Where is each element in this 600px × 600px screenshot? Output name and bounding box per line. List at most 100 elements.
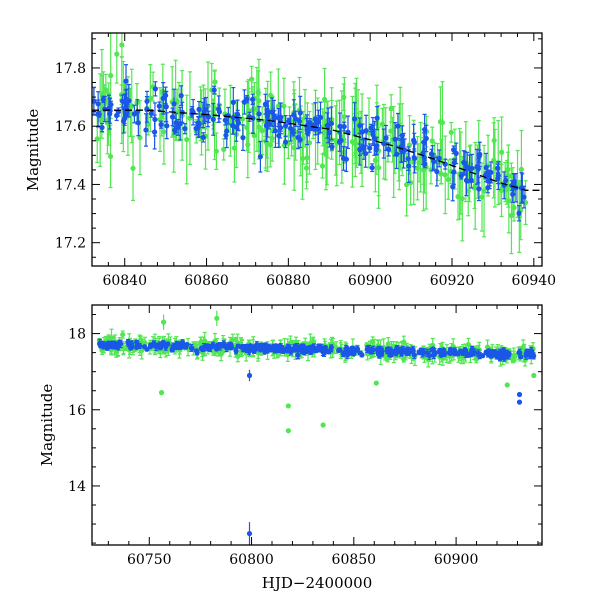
top-marker: [161, 129, 167, 135]
top-blue-point: [467, 154, 473, 183]
top-data-layer: [92, 33, 542, 255]
top-blue-point: [264, 107, 271, 138]
top-marker: [324, 122, 330, 129]
bottom-blue-point: [193, 348, 200, 354]
bottom-marker: [401, 339, 407, 345]
top-marker: [381, 140, 387, 147]
top-marker: [212, 79, 218, 85]
top-marker: [123, 78, 129, 84]
top-marker: [321, 96, 328, 102]
top-blue-point: [210, 102, 216, 136]
top-blue-point: [287, 115, 294, 142]
top-blue-point: [351, 102, 358, 136]
top-marker: [96, 111, 102, 117]
top-marker: [163, 104, 169, 110]
top-blue-point: [169, 107, 176, 127]
top-blue-point: [383, 124, 389, 151]
top-marker: [296, 118, 303, 124]
top-marker: [431, 158, 437, 165]
top-green-point: [333, 105, 339, 176]
top-marker: [160, 95, 166, 101]
top-marker: [516, 210, 522, 216]
top-marker: [137, 135, 143, 141]
top-marker: [285, 118, 292, 124]
top-blue-point: [516, 205, 522, 222]
top-marker: [495, 165, 501, 171]
top-marker: [411, 155, 418, 162]
top-marker: [282, 139, 289, 145]
bottom-marker: [246, 348, 252, 355]
top-green-point: [442, 135, 448, 215]
top-y-tick-label: 17.2: [55, 236, 86, 252]
top-blue-point: [160, 82, 166, 115]
top-blue-point: [341, 121, 347, 132]
bottom-marker: [193, 348, 200, 354]
top-marker: [99, 124, 105, 131]
top-marker: [341, 123, 347, 130]
top-marker: [173, 120, 179, 126]
top-marker: [92, 98, 97, 104]
top-blue-point: [381, 128, 387, 159]
top-marker: [504, 187, 510, 193]
top-blue-point: [131, 104, 137, 124]
top-marker: [510, 191, 516, 197]
top-marker: [341, 114, 348, 120]
top-marker: [205, 114, 212, 120]
top-blue-point: [422, 159, 428, 169]
top-green-point: [479, 162, 485, 232]
top-x-tick-label: 60880: [266, 273, 311, 289]
top-marker: [343, 156, 349, 162]
top-blue-point: [96, 110, 102, 118]
top-marker: [351, 116, 358, 122]
top-blue-point: [411, 123, 417, 157]
top-blue-point: [282, 135, 289, 149]
top-marker: [196, 106, 202, 112]
top-marker: [367, 145, 373, 151]
top-marker: [458, 173, 464, 179]
top-green-point: [147, 64, 153, 133]
top-blue-point: [262, 93, 268, 115]
top-marker: [476, 186, 482, 192]
top-green-point: [445, 159, 451, 200]
top-marker: [131, 111, 137, 117]
top-blue-point: [234, 99, 241, 129]
top-x-tick-label: 60940: [512, 273, 557, 289]
top-marker: [240, 135, 246, 141]
top-green-point: [221, 138, 227, 161]
top-blue-point: [293, 110, 299, 127]
bottom-marker: [295, 352, 301, 358]
bottom-marker: [457, 348, 464, 355]
top-blue-point: [451, 159, 457, 185]
bottom-marker: [120, 345, 126, 351]
top-marker: [241, 99, 247, 105]
top-green-point: [119, 33, 125, 58]
top-fit-curve: [92, 109, 542, 191]
top-blue-point: [203, 96, 209, 123]
top-marker: [395, 123, 401, 129]
top-marker: [213, 148, 219, 154]
top-marker: [245, 142, 251, 148]
top-marker: [272, 128, 279, 134]
top-marker: [392, 136, 398, 142]
top-green-point: [416, 143, 422, 183]
top-blue-point: [451, 145, 457, 155]
top-marker: [329, 144, 335, 150]
top-blue-point: [222, 114, 228, 126]
top-marker: [448, 129, 454, 135]
top-green-point: [213, 132, 219, 171]
top-marker: [100, 96, 106, 102]
top-marker: [388, 128, 394, 134]
top-green-point: [184, 94, 190, 185]
top-blue-point: [392, 121, 398, 157]
top-marker: [287, 125, 294, 131]
top-plot-frame: [91, 32, 543, 267]
top-blue-point: [296, 117, 303, 125]
bottom-marker: [385, 341, 391, 347]
top-blue-point: [163, 91, 169, 123]
top-marker: [193, 125, 199, 132]
top-marker: [299, 155, 306, 162]
top-blue-point: [359, 123, 366, 141]
bottom-green-point: [401, 355, 407, 363]
bottom-green-point: [120, 330, 126, 339]
